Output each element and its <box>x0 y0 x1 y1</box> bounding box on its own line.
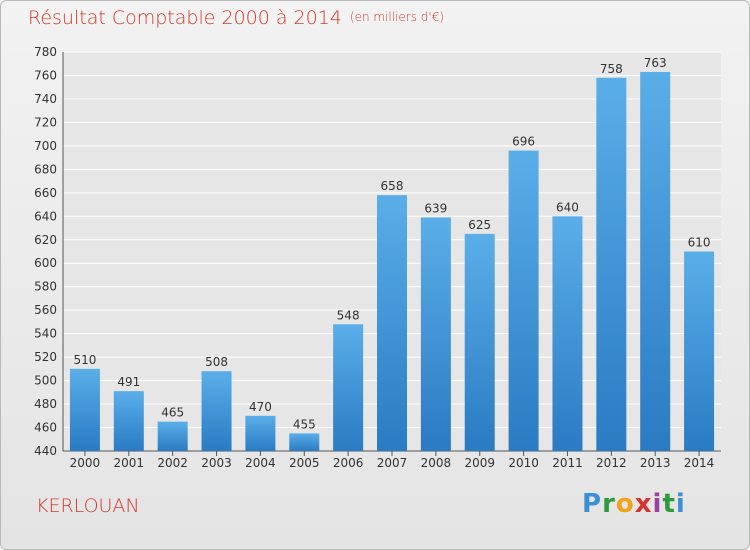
data-label: 640 <box>556 200 579 214</box>
logo-letter: i <box>652 489 663 519</box>
y-tick-label: 700 <box>34 139 57 153</box>
bar <box>684 251 715 451</box>
y-tick-label: 460 <box>34 421 57 435</box>
data-label: 465 <box>161 406 184 420</box>
y-tick-label: 600 <box>34 256 57 270</box>
bar <box>552 216 583 451</box>
chart-unit-label: (en milliers d'€) <box>349 10 445 24</box>
bar <box>640 71 671 451</box>
data-label: 625 <box>468 218 491 232</box>
chart-title-text: Résultat Comptable 2000 à 2014 <box>28 7 342 29</box>
y-tick-label: 740 <box>34 92 57 106</box>
logo-letter: x <box>634 489 653 519</box>
logo-letter: i <box>675 489 686 519</box>
bar <box>333 324 364 451</box>
x-tick-label: 2010 <box>508 456 539 470</box>
x-tick-label: 2012 <box>596 456 627 470</box>
y-tick-label: 580 <box>34 280 57 294</box>
proxiti-logo: Proxiti <box>582 489 686 519</box>
x-tick-label: 2011 <box>552 456 583 470</box>
y-tick-label: 500 <box>34 374 57 388</box>
data-label: 610 <box>688 236 711 250</box>
y-tick-label: 780 <box>34 45 57 59</box>
bar <box>289 433 320 451</box>
bar <box>464 233 495 451</box>
x-tick-label: 2005 <box>289 456 320 470</box>
y-tick-label: 620 <box>34 233 57 247</box>
data-label: 508 <box>205 355 228 369</box>
y-tick-label: 640 <box>34 209 57 223</box>
x-tick-label: 2004 <box>245 456 276 470</box>
y-tick-label: 680 <box>34 162 57 176</box>
x-tick-label: 2001 <box>114 456 145 470</box>
y-tick-label: 440 <box>34 444 57 458</box>
logo-letter: P <box>582 489 603 519</box>
data-label: 548 <box>337 308 360 322</box>
x-tick-label: 2014 <box>684 456 715 470</box>
y-tick-label: 520 <box>34 350 57 364</box>
x-tick-label: 2009 <box>464 456 495 470</box>
y-tick-label: 540 <box>34 327 57 341</box>
bar <box>420 217 451 451</box>
x-tick-label: 2006 <box>333 456 364 470</box>
bar <box>596 77 627 451</box>
logo-letter: t <box>662 489 676 519</box>
logo-letter: o <box>615 489 635 519</box>
x-tick-label: 2003 <box>201 456 232 470</box>
logo-letter: r <box>602 489 616 519</box>
bar <box>113 391 144 451</box>
data-label: 758 <box>600 62 623 76</box>
y-tick-label: 720 <box>34 115 57 129</box>
data-label: 470 <box>249 400 272 414</box>
bar <box>201 371 232 451</box>
y-tick-label: 660 <box>34 186 57 200</box>
chart-title: Résultat Comptable 2000 à 2014 (en millie… <box>28 7 444 29</box>
x-tick-label: 2007 <box>377 456 408 470</box>
x-tick-label: 2008 <box>421 456 452 470</box>
bar <box>157 421 188 451</box>
y-tick-label: 560 <box>34 303 57 317</box>
data-label: 639 <box>424 201 447 215</box>
y-tick-label: 760 <box>34 68 57 82</box>
data-label: 763 <box>644 56 667 70</box>
x-tick-label: 2002 <box>157 456 188 470</box>
data-label: 510 <box>73 353 96 367</box>
bar <box>245 415 276 451</box>
data-label: 455 <box>293 417 316 431</box>
bar <box>508 150 539 451</box>
bar <box>69 368 100 451</box>
x-tick-label: 2000 <box>70 456 101 470</box>
y-tick-label: 480 <box>34 397 57 411</box>
data-label: 658 <box>381 179 404 193</box>
data-label: 491 <box>117 375 140 389</box>
x-tick-label: 2013 <box>640 456 671 470</box>
place-name: KERLOUAN <box>36 495 140 517</box>
bar <box>377 195 407 451</box>
data-label: 696 <box>512 135 535 149</box>
